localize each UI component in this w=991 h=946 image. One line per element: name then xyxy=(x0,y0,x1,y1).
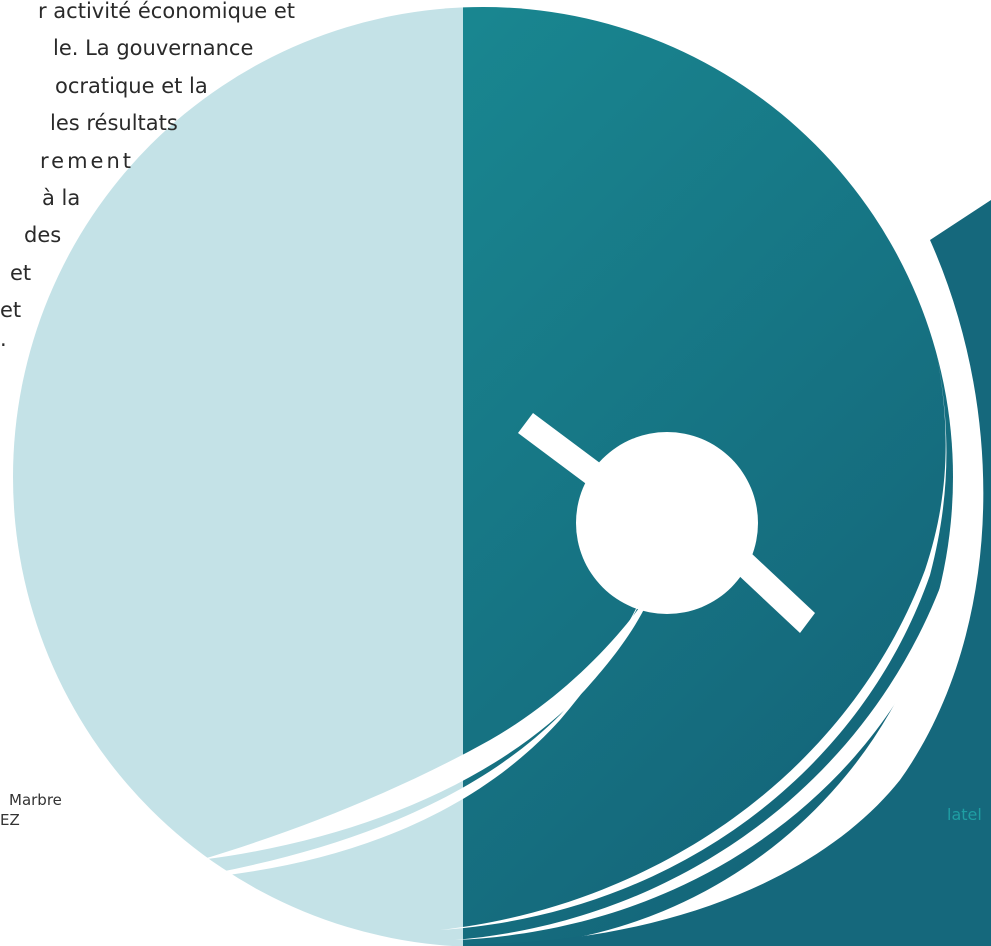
paragraph-line: le. La gouvernance xyxy=(53,36,254,60)
paragraph-line: r activité économique et xyxy=(38,0,296,23)
paragraph-line: ocratique et la xyxy=(55,74,208,98)
paragraph-line: et xyxy=(0,298,22,322)
paragraph-line: des xyxy=(24,223,62,247)
outer-ring-arc xyxy=(470,200,991,946)
light-half-disc xyxy=(13,7,463,946)
swoosh-icon xyxy=(175,250,972,940)
paragraph-line: rement xyxy=(40,149,135,173)
paragraph-line: les résultats xyxy=(50,111,178,135)
paragraph-line: . xyxy=(0,327,7,351)
paragraph-line: à la xyxy=(42,186,81,210)
paragraph-line: et xyxy=(10,261,32,285)
caption-line: Marbre xyxy=(9,791,62,809)
caption-line: EZ xyxy=(0,811,20,829)
compass-icon xyxy=(518,413,815,633)
website-link[interactable]: latel xyxy=(947,805,982,824)
